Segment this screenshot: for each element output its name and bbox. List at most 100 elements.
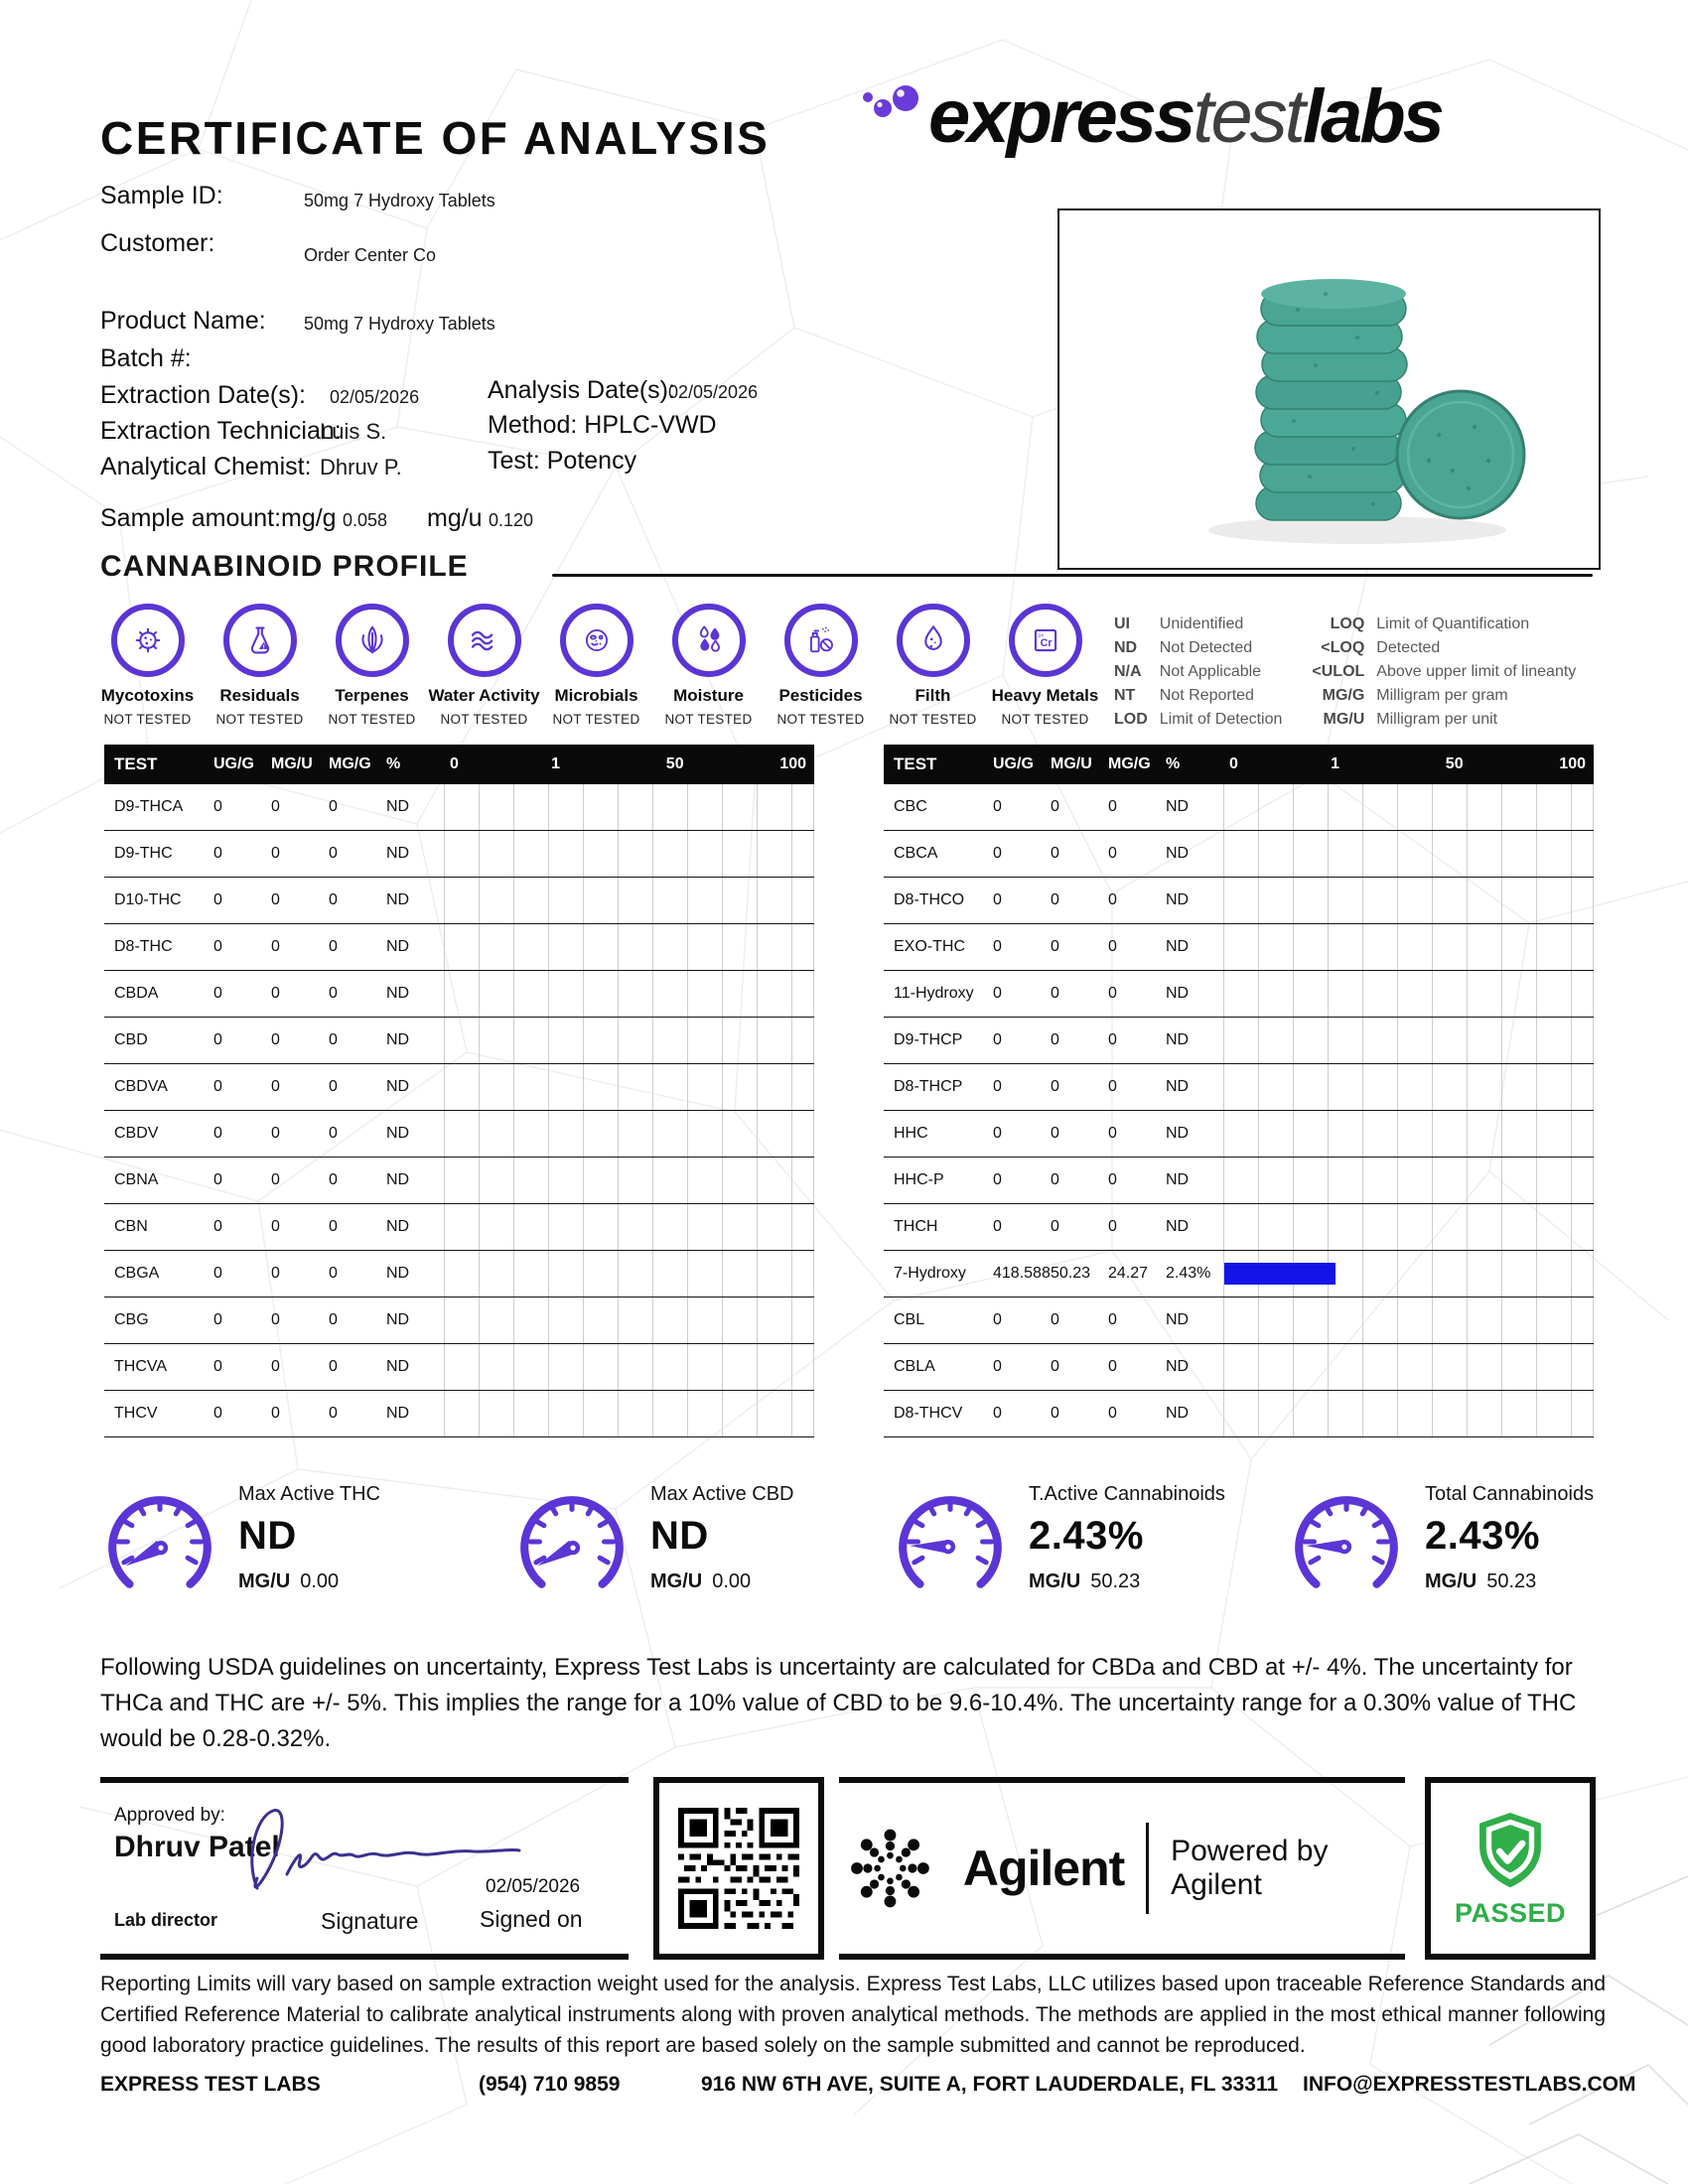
analyte-name: D9-THCA: [114, 798, 184, 815]
analyte-name: 11-Hydroxy: [894, 985, 974, 1002]
analyte-name: HHC: [894, 1125, 928, 1142]
table-row: D8-THC 0 0 0 ND: [104, 924, 814, 971]
legend-text: Limit of Quantification: [1376, 615, 1530, 632]
footer-company: EXPRESS TEST LABS: [100, 2073, 321, 2096]
result-bar: [1224, 1263, 1336, 1285]
analyte-name: THCVA: [114, 1358, 168, 1375]
mgg-value: 0: [1108, 938, 1117, 955]
ugg-value: 0: [993, 938, 1002, 955]
analyte-name: D9-THCP: [894, 1031, 963, 1048]
test-label: Test: Potency: [488, 447, 637, 475]
section-rule: [552, 574, 1593, 577]
screen-label: Filth: [914, 686, 951, 705]
mg-u-value: 0.120: [489, 510, 534, 530]
screen-label: Microbials: [554, 686, 638, 705]
pct-value: ND: [1166, 1031, 1190, 1048]
legend-text: Unidentified: [1159, 615, 1244, 632]
screen-status: NOT TESTED: [440, 712, 528, 727]
mgu-value: 0: [271, 1171, 280, 1188]
mgg-value: 0: [329, 1405, 338, 1422]
pct-value: ND: [386, 1218, 410, 1235]
gauge-title: Total Cannabinoids: [1425, 1483, 1595, 1505]
screen-label: Pesticides: [778, 686, 863, 705]
mgg-value: 24.27: [1108, 1265, 1149, 1282]
scale-1: 1: [1331, 755, 1340, 772]
scale-0: 0: [450, 755, 459, 772]
table-row: CBD 0 0 0 ND: [104, 1018, 814, 1064]
pct-value: ND: [386, 1171, 410, 1188]
gauge-icon: [99, 1481, 220, 1602]
mgg-value: 0: [329, 1078, 338, 1095]
pct-value: ND: [1166, 798, 1190, 815]
row-bar-track: [444, 971, 814, 1017]
heavy-metals-icon: Cr 24: [1008, 604, 1082, 677]
row-bar-track: [444, 1251, 814, 1297]
mgu-value: 0: [1051, 891, 1059, 908]
mgu-value: 0: [1051, 1031, 1059, 1048]
ugg-value: 0: [993, 1218, 1002, 1235]
mgg-value: 0: [1108, 1125, 1117, 1142]
table-row: CBL 0 0 0 ND: [884, 1297, 1594, 1344]
analyte-name: HHC-P: [894, 1171, 944, 1188]
mgu-value: 0: [1051, 985, 1059, 1002]
table-row: D8-THCO 0 0 0 ND: [884, 878, 1594, 924]
cannabinoid-table-left: TEST UG/G MG/U MG/G % 0 1 50 100 D9-THCA 0 0 0…: [104, 745, 814, 1437]
mgu-value: 50.23: [1051, 1265, 1091, 1282]
extraction-dates-value: 02/05/2026: [330, 387, 420, 407]
legend-abbr: LOD: [1114, 711, 1148, 728]
pct-value: ND: [1166, 1078, 1190, 1095]
extraction-technician-label: Extraction Technician:: [100, 417, 342, 445]
signature-label: Signature: [321, 1908, 419, 1934]
table-row: HHC-P 0 0 0 ND: [884, 1158, 1594, 1204]
gauge-unit-value: 0.00: [712, 1570, 752, 1592]
legend-abbr: MG/U: [1323, 711, 1365, 728]
scale-0: 0: [1229, 755, 1238, 772]
pct-value: ND: [1166, 845, 1190, 862]
gauge-total-active-cannabinoids: T.Active Cannabinoids 2.43% MG/U 50.23: [890, 1481, 1225, 1602]
gauge-unit: MG/U 50.23: [1425, 1570, 1594, 1593]
gauge-title: Max Active CBD: [650, 1483, 794, 1505]
ugg-value: 0: [993, 1125, 1002, 1142]
tablets-image: [1208, 279, 1526, 544]
pct-value: ND: [1166, 1125, 1190, 1142]
mgu-value: 0: [1051, 1405, 1059, 1422]
screen-label: Mycotoxins: [100, 686, 195, 705]
pct-value: ND: [386, 1125, 410, 1142]
shield-check-icon: [1479, 1812, 1541, 1887]
row-bar-track: [1223, 1204, 1594, 1250]
pesticides-icon: [783, 604, 858, 677]
ugg-value: 0: [993, 1405, 1002, 1422]
product-photo: [1057, 208, 1601, 570]
table-row: CBDV 0 0 0 ND: [104, 1111, 814, 1158]
pct-value: ND: [386, 1311, 410, 1328]
mgu-value: 0: [271, 798, 280, 815]
mgu-value: 0: [271, 891, 280, 908]
svg-text:24: 24: [1038, 632, 1044, 638]
analyte-name: CBN: [114, 1218, 148, 1235]
col-pct: %: [1166, 755, 1181, 772]
gauge-icon: [890, 1481, 1011, 1602]
mgu-value: 0: [1051, 1078, 1059, 1095]
gauge-unit-value: 50.23: [1486, 1570, 1537, 1592]
pct-value: ND: [386, 1078, 410, 1095]
brand-labs: labs: [1302, 74, 1445, 159]
mgg-value: 0: [329, 1031, 338, 1048]
mg-g-label: mg/g: [281, 504, 337, 532]
ugg-value: 0: [993, 1031, 1002, 1048]
analysis-dates-label: Analysis Date(s):: [488, 376, 675, 404]
legend-abbr: <LOQ: [1321, 639, 1365, 656]
scale-50: 50: [665, 755, 684, 772]
mgu-value: 0: [1051, 938, 1059, 955]
pct-value: ND: [386, 798, 410, 815]
table-row: THCV 0 0 0 ND: [104, 1391, 814, 1437]
mgg-value: 0: [329, 1125, 338, 1142]
analyte-name: 7-Hydroxy: [894, 1265, 966, 1282]
pct-value: ND: [1166, 938, 1190, 955]
ugg-value: 0: [213, 1311, 222, 1328]
footer-address: 916 NW 6TH AVE, SUITE A, FORT LAUDERDALE…: [701, 2073, 1279, 2096]
screen-label: Moisture: [673, 686, 744, 705]
analyte-name: CBL: [894, 1311, 925, 1328]
analyte-name: CBDVA: [114, 1078, 168, 1095]
ugg-value: 0: [213, 1358, 222, 1375]
sample-id-label: Sample ID:: [100, 182, 223, 209]
